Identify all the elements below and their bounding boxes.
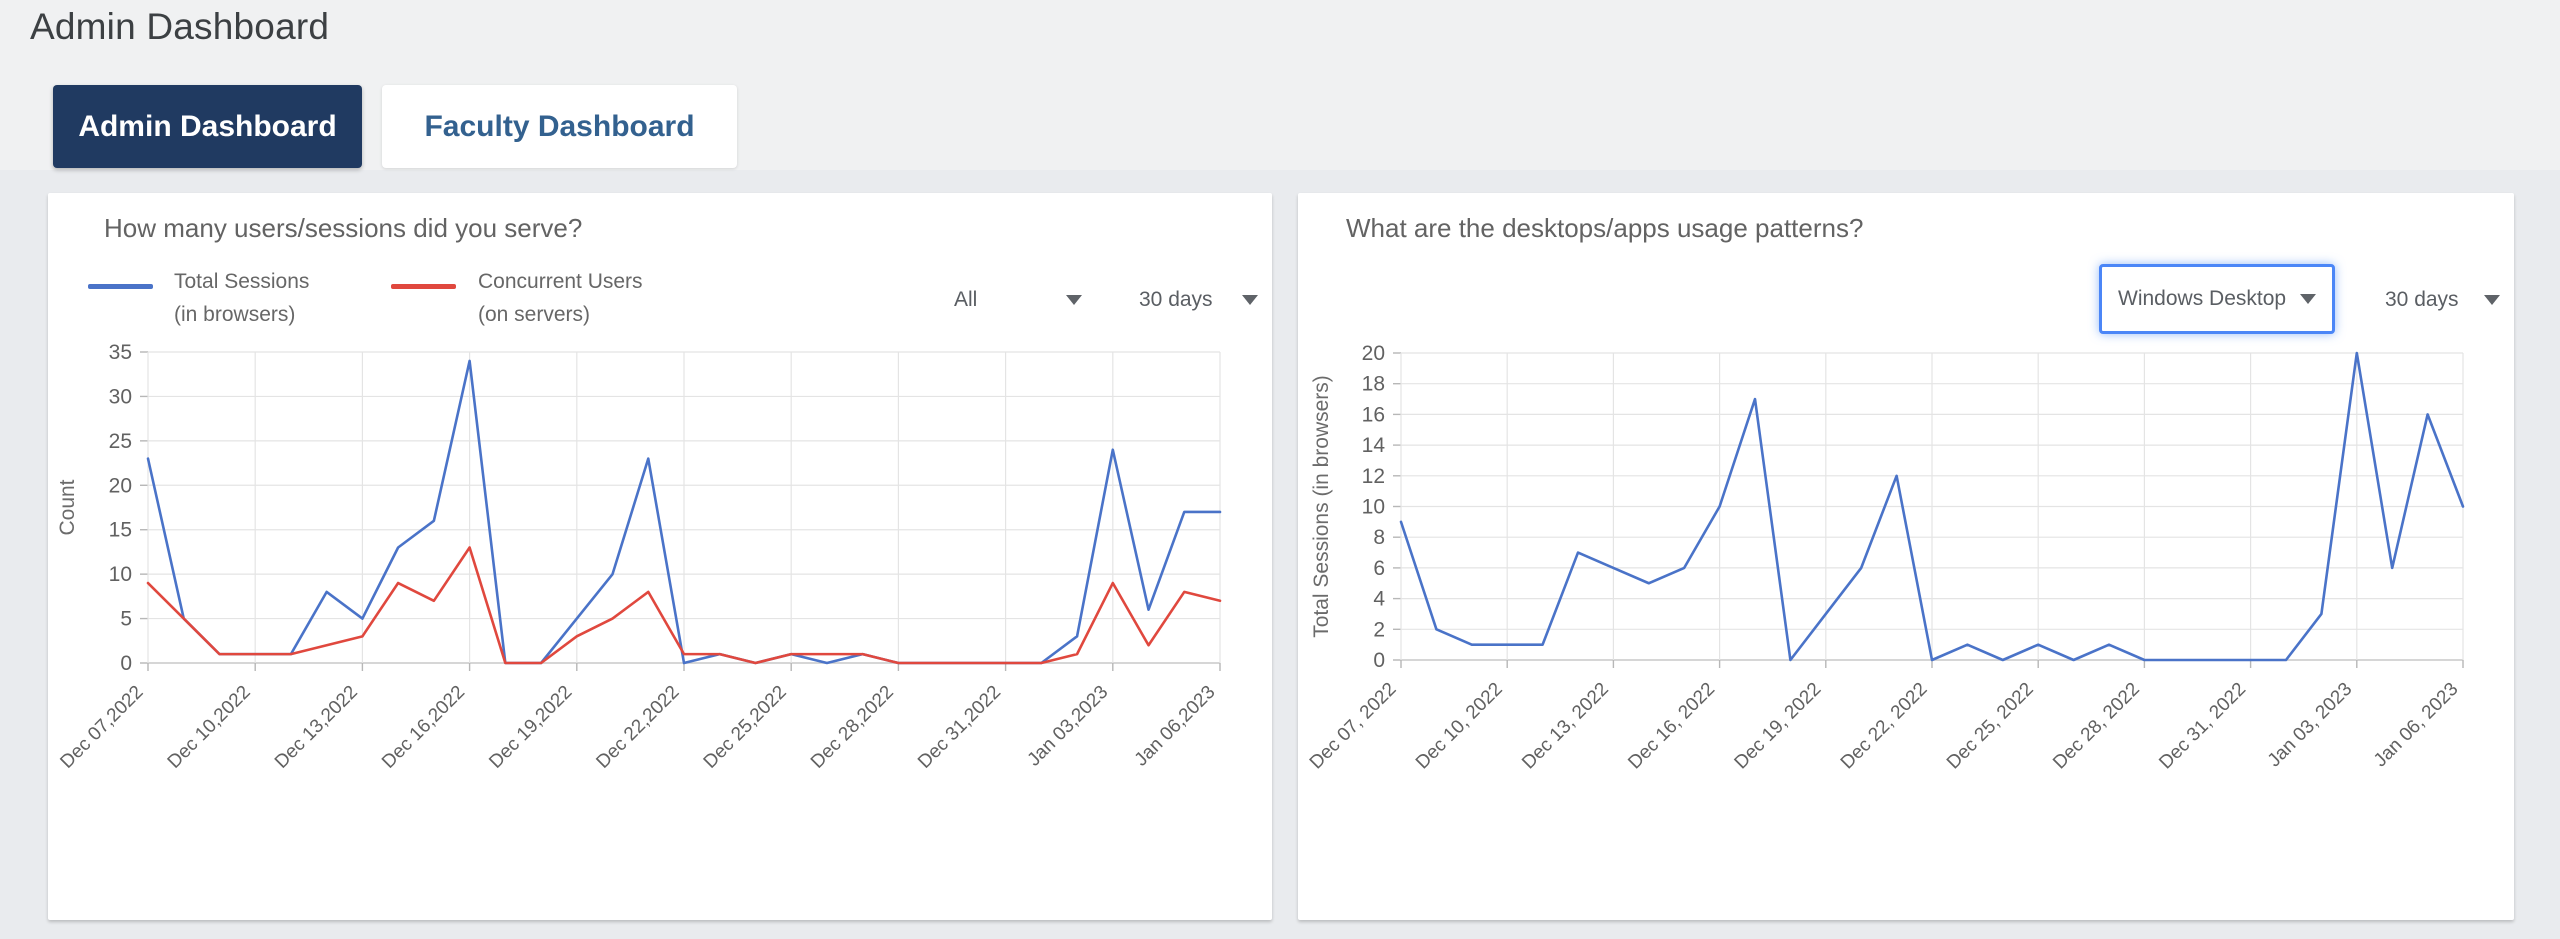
- svg-text:30: 30: [109, 385, 132, 408]
- svg-text:20: 20: [109, 474, 132, 497]
- dashboard-tabs: Admin Dashboard Faculty Dashboard: [53, 85, 737, 168]
- chevron-down-icon: [2300, 294, 2316, 304]
- svg-text:8: 8: [1373, 526, 1385, 549]
- svg-text:Jan 06,2023: Jan 06,2023: [1131, 682, 1220, 771]
- chevron-down-icon: [1066, 295, 1082, 305]
- legend-item-total-sessions: Total Sessions (in browsers): [174, 265, 309, 331]
- svg-text:Dec 22,2022: Dec 22,2022: [592, 682, 683, 773]
- svg-text:5: 5: [120, 608, 132, 631]
- legend-line-blue-icon: [88, 284, 153, 289]
- legend-item-concurrent-users: Concurrent Users (on servers): [478, 265, 643, 331]
- svg-text:Dec 19, 2022: Dec 19, 2022: [1731, 679, 1826, 774]
- range-dropdown[interactable]: 30 days: [1139, 281, 1258, 319]
- svg-text:Dec 31, 2022: Dec 31, 2022: [2155, 679, 2250, 774]
- usage-panel-title: What are the desktops/apps usage pattern…: [1346, 213, 1863, 244]
- svg-text:Jan 06, 2023: Jan 06, 2023: [2370, 679, 2463, 772]
- svg-text:14: 14: [1362, 434, 1386, 457]
- svg-text:Dec 25,2022: Dec 25,2022: [700, 682, 791, 773]
- usage-panel: What are the desktops/apps usage pattern…: [1298, 193, 2514, 920]
- svg-text:Dec 16, 2022: Dec 16, 2022: [1624, 679, 1719, 774]
- svg-text:2: 2: [1373, 618, 1385, 641]
- sessions-line-chart: 05101520253035Dec 07,2022Dec 10,2022Dec …: [48, 333, 1272, 893]
- legend-sublabel: (in browsers): [174, 298, 309, 331]
- svg-text:Dec 10, 2022: Dec 10, 2022: [1412, 679, 1507, 774]
- chevron-down-icon: [2484, 295, 2500, 305]
- desktop-dropdown[interactable]: Windows Desktop: [2099, 264, 2335, 334]
- desktop-dropdown-value: Windows Desktop: [2118, 287, 2286, 311]
- svg-text:Dec 25, 2022: Dec 25, 2022: [1943, 679, 2038, 774]
- svg-text:Dec 22, 2022: Dec 22, 2022: [1837, 679, 1932, 774]
- svg-text:16: 16: [1362, 403, 1385, 426]
- svg-text:Dec 13, 2022: Dec 13, 2022: [1518, 679, 1613, 774]
- svg-text:Total Sessions (in browsers): Total Sessions (in browsers): [1310, 375, 1333, 638]
- svg-text:0: 0: [1373, 649, 1385, 672]
- range-dropdown-value: 30 days: [2385, 288, 2459, 312]
- legend-sublabel: (on servers): [478, 298, 643, 331]
- legend-line-red-icon: [391, 284, 456, 289]
- svg-text:Dec 07, 2022: Dec 07, 2022: [1306, 679, 1401, 774]
- svg-text:15: 15: [109, 519, 132, 542]
- svg-text:Dec 19,2022: Dec 19,2022: [485, 682, 576, 773]
- scope-dropdown-value: All: [954, 288, 977, 312]
- svg-text:Dec 07,2022: Dec 07,2022: [56, 682, 147, 773]
- svg-text:Dec 16,2022: Dec 16,2022: [378, 682, 469, 773]
- svg-text:25: 25: [109, 430, 132, 453]
- svg-text:Count: Count: [56, 479, 79, 535]
- svg-text:Dec 31,2022: Dec 31,2022: [914, 682, 1005, 773]
- svg-text:6: 6: [1373, 557, 1385, 580]
- svg-text:20: 20: [1362, 342, 1385, 365]
- svg-text:10: 10: [109, 563, 132, 586]
- tab-admin-dashboard[interactable]: Admin Dashboard: [53, 85, 362, 168]
- legend-label: Total Sessions: [174, 265, 309, 298]
- svg-text:Dec 28, 2022: Dec 28, 2022: [2049, 679, 2144, 774]
- svg-text:10: 10: [1362, 496, 1385, 519]
- svg-text:Jan 03, 2023: Jan 03, 2023: [2264, 679, 2357, 772]
- svg-text:4: 4: [1373, 588, 1385, 611]
- range-dropdown[interactable]: 30 days: [2385, 281, 2500, 319]
- scope-dropdown[interactable]: All: [954, 281, 1082, 319]
- usage-line-chart: 0 2 4 6 8 10 12 14 16 18 20 Dec 07, 2022Dec 10, 202…: [1298, 333, 2514, 893]
- svg-text:Dec 28,2022: Dec 28,2022: [807, 682, 898, 773]
- svg-text:Dec 10,2022: Dec 10,2022: [164, 682, 255, 773]
- chevron-down-icon: [1242, 295, 1258, 305]
- range-dropdown-value: 30 days: [1139, 288, 1213, 312]
- page-title: Admin Dashboard: [30, 6, 329, 48]
- sessions-panel: How many users/sessions did you serve? T…: [48, 193, 1272, 920]
- svg-text:Jan 03,2023: Jan 03,2023: [1024, 682, 1113, 771]
- svg-text:35: 35: [109, 341, 132, 364]
- svg-text:18: 18: [1362, 373, 1385, 396]
- svg-text:12: 12: [1362, 465, 1385, 488]
- svg-text:Dec 13,2022: Dec 13,2022: [271, 682, 362, 773]
- svg-text:0: 0: [120, 652, 132, 675]
- tab-faculty-dashboard[interactable]: Faculty Dashboard: [382, 85, 737, 168]
- sessions-panel-title: How many users/sessions did you serve?: [104, 213, 582, 244]
- legend-label: Concurrent Users: [478, 265, 643, 298]
